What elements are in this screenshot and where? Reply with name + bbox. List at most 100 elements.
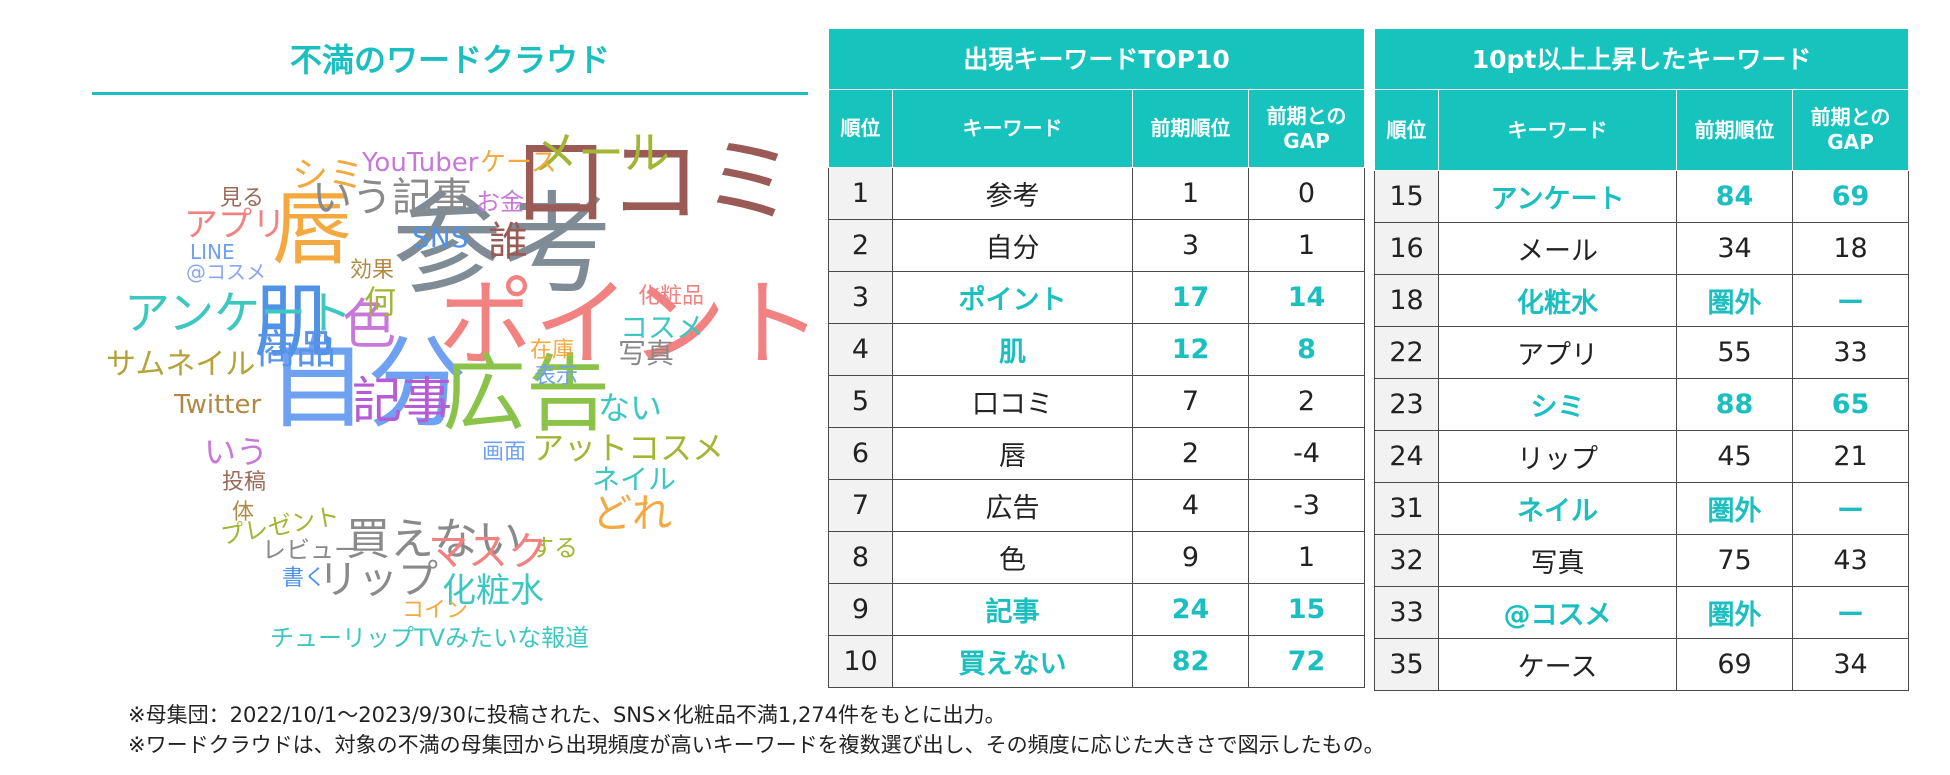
rank-cell: 16	[1374, 222, 1439, 275]
wordcloud-word: する	[530, 534, 578, 562]
wordcloud-word: どれ	[592, 491, 672, 537]
top10-table-body: 1 参考 1 0 2 自分 3 1 3 ポイント 17 14 4 肌 12 8 5 口コミ 7 2 6 唇 2 -4 7 広告 4-…	[828, 167, 1366, 688]
rank-cell: 9	[828, 583, 893, 636]
wordcloud-word: コスメ	[620, 311, 705, 344]
prev-rank-cell: 45	[1676, 430, 1793, 483]
keyword-cell: 広告	[892, 479, 1133, 532]
table-row: 9 記事 24 15	[828, 583, 1366, 636]
wordcloud-word: お金	[476, 188, 524, 216]
rank-cell: 1	[828, 167, 893, 220]
gap-cell: ー	[1791, 586, 1910, 639]
gap-cell: 34	[1791, 638, 1910, 691]
rank-cell: 23	[1374, 378, 1439, 431]
prev-rank-cell: 1	[1132, 167, 1249, 220]
table-row: 5 口コミ 7 2	[828, 375, 1366, 428]
wordcloud-word: ない	[598, 389, 663, 427]
wordcloud-word: 体	[232, 500, 255, 525]
table-row: 1 参考 1 0	[828, 167, 1366, 220]
wordcloud-title: 不満のワードクラウド	[289, 41, 610, 79]
rise-table-title: 10pt以上上昇したキーワード	[1373, 28, 1910, 90]
keyword-cell: メール	[1438, 222, 1677, 275]
wordcloud-word: 商品	[256, 327, 336, 373]
table-row: 24 リップ 45 21	[1374, 430, 1910, 483]
header-gap: 前期との GAP	[1247, 89, 1366, 168]
keyword-cell: 記事	[892, 583, 1133, 636]
table-row: 2 自分 3 1	[828, 219, 1366, 272]
table-row: 3 ポイント 17 14	[828, 271, 1366, 324]
gap-cell: 21	[1791, 430, 1910, 483]
keyword-cell: アプリ	[1438, 326, 1677, 379]
rank-cell: 4	[828, 323, 893, 376]
wordcloud-word: 誰	[488, 219, 528, 265]
wordcloud-word: ポイント	[438, 268, 822, 380]
wordcloud-word: 参考	[392, 181, 612, 309]
wordcloud-word: 化粧品	[638, 284, 705, 309]
wordcloud-word: 見る	[220, 186, 265, 211]
gap-cell: 1	[1247, 219, 1366, 272]
table-row: 35 ケース 69 34	[1374, 638, 1910, 691]
keyword-cell: 自分	[892, 219, 1133, 272]
prev-rank-cell: 圏外	[1676, 274, 1793, 327]
header-rank: 順位	[1374, 89, 1439, 171]
keyword-cell: ポイント	[892, 271, 1133, 324]
footnote-wordcloud: ※ワードクラウドは、対象の不満の母集団から出現頻度が高いキーワードを複数選び出し…	[128, 733, 1385, 757]
rank-cell: 3	[828, 271, 893, 324]
gap-cell: -4	[1247, 427, 1366, 480]
table-row: 22 アプリ 55 33	[1374, 326, 1910, 379]
wordcloud-word: レビュー	[262, 536, 358, 564]
wordcloud-word: @コスメ	[186, 260, 266, 284]
wordcloud-word: 効果	[350, 258, 395, 283]
wordcloud-word: 広告	[442, 345, 611, 443]
wordcloud-word: 買えない	[346, 514, 522, 565]
wordcloud-word: メール	[532, 126, 670, 180]
gap-cell: -3	[1247, 479, 1366, 532]
prev-rank-cell: 9	[1132, 531, 1249, 584]
rank-cell: 33	[1374, 586, 1439, 639]
rise-table-body: 15 アンケート 84 69 16 メール 34 18 18 化粧水 圏外ー 22 アプリ 55 33 23 シ…	[1374, 170, 1910, 691]
rank-cell: 22	[1374, 326, 1439, 379]
rank-cell: 7	[828, 479, 893, 532]
wordcloud-word: YouTuber	[362, 148, 479, 178]
table-row: 7 広告 4 -3	[828, 479, 1366, 532]
wordcloud-word: 表示	[534, 364, 579, 389]
prev-rank-cell: 69	[1676, 638, 1793, 691]
header-gap: 前期との GAP	[1791, 89, 1910, 171]
keyword-cell: 写真	[1438, 534, 1677, 587]
keyword-cell: ケース	[1438, 638, 1677, 691]
keyword-cell: ネイル	[1438, 482, 1677, 535]
wordcloud-word: リップ	[318, 557, 438, 603]
prev-rank-cell: 34	[1676, 222, 1793, 275]
keyword-cell: アンケート	[1438, 170, 1677, 223]
header-rank: 順位	[828, 89, 893, 168]
rank-cell: 31	[1374, 482, 1439, 535]
gap-cell: 1	[1247, 531, 1366, 584]
gap-cell: ー	[1791, 274, 1910, 327]
wordcloud-word: 自分	[267, 325, 467, 442]
table-row: 10 買えない 82 72	[828, 635, 1366, 688]
rank-cell: 5	[828, 375, 893, 428]
header-prev-rank: 前期順位	[1676, 89, 1793, 171]
keyword-cell: 買えない	[892, 635, 1133, 688]
wordcloud-word: アンケート	[124, 286, 353, 340]
wordcloud-title-underline	[92, 92, 808, 95]
keyword-cell: シミ	[1438, 378, 1677, 431]
rank-cell: 24	[1374, 430, 1439, 483]
gap-cell: 15	[1247, 583, 1366, 636]
wordcloud-word: SNS	[412, 221, 469, 254]
rank-cell: 6	[828, 427, 893, 480]
rank-cell: 35	[1374, 638, 1439, 691]
rank-cell: 10	[828, 635, 893, 688]
gap-cell: 18	[1791, 222, 1910, 275]
wordcloud-word: 写真	[618, 337, 675, 370]
wordcloud-word: 唇	[272, 183, 352, 276]
table-row: 31 ネイル 圏外ー	[1374, 482, 1910, 535]
gap-cell: 0	[1247, 167, 1366, 220]
header-keyword: キーワード	[892, 89, 1133, 168]
wordcloud-word: 何	[364, 283, 397, 321]
prev-rank-cell: 82	[1132, 635, 1249, 688]
prev-rank-cell: 圏外	[1676, 586, 1793, 639]
rank-cell: 2	[828, 219, 893, 272]
prev-rank-cell: 84	[1676, 170, 1793, 223]
rank-cell: 32	[1374, 534, 1439, 587]
prev-rank-cell: 2	[1132, 427, 1249, 480]
